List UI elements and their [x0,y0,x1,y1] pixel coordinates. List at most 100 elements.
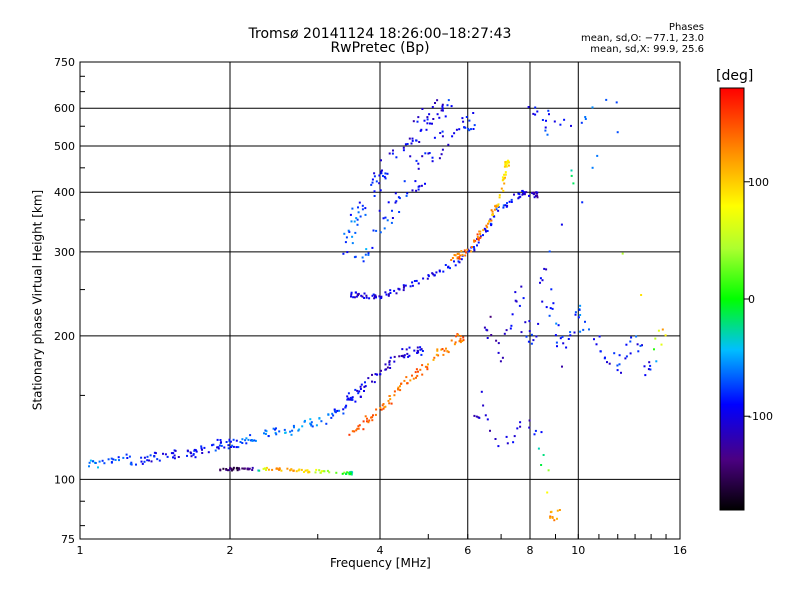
data-point [361,256,364,259]
data-point [389,289,392,292]
data-point [343,471,346,474]
data-point [461,340,464,342]
axis-ticks: 1 2 4 6 8 10 16 75 100 200 300 400 500 600 750 [54,56,687,557]
data-point [561,365,563,368]
data-point [547,469,550,472]
data-point [466,248,469,251]
data-point [503,177,506,180]
data-point [114,459,117,461]
data-point [464,126,467,129]
data-point [311,425,314,428]
data-point [431,156,434,159]
data-point [347,229,350,232]
data-point [356,389,359,392]
data-point [238,468,241,471]
data-point [301,425,304,428]
data-point [375,296,377,299]
stats-o-mode: mean, sd,O: −77.1, 23.0 [581,33,704,44]
data-point [318,469,321,472]
data-point [542,454,545,456]
data-point [350,220,353,223]
data-point [465,251,467,254]
data-point [320,470,323,473]
data-point [636,343,639,346]
data-point [454,264,457,267]
data-point [383,227,386,230]
data-point [415,368,418,371]
data-point [450,259,453,261]
data-point [539,281,541,284]
data-point [518,193,521,196]
data-point [450,105,453,108]
data-point [489,429,491,432]
data-point [521,189,524,192]
data-point [357,425,360,428]
data-point [391,217,394,219]
data-point [406,352,409,355]
data-point [220,441,222,444]
data-point [320,420,323,423]
data-point [558,509,561,511]
data-point [356,218,359,221]
data-point [379,189,382,192]
data-point [527,340,530,343]
data-point [458,128,461,131]
data-point [503,182,506,185]
data-point [446,350,449,353]
data-point [391,209,393,212]
data-point [393,289,396,292]
data-point [393,360,396,363]
data-point [411,284,414,287]
data-point [497,203,500,206]
data-point [441,348,444,350]
data-point [649,368,652,371]
data-point [235,439,238,442]
data-point [408,137,411,140]
data-point [561,335,564,338]
data-point [349,471,352,474]
data-point [382,407,385,410]
data-point [463,126,466,129]
data-point [505,160,508,163]
data-point [555,341,558,344]
data-point [402,286,405,289]
data-point [416,120,419,123]
data-point [523,193,526,196]
data-point [535,191,538,194]
data-point [508,161,510,164]
y-tick-label: 100 [54,473,75,486]
data-point [441,103,444,106]
data-point [375,229,378,232]
data-point [328,471,331,474]
data-point [412,377,415,380]
data-point [146,459,149,462]
data-point [419,368,422,371]
data-point [110,461,113,464]
data-point [336,409,339,412]
data-point [573,331,576,334]
data-point [581,201,584,204]
data-point [297,429,300,432]
data-point [530,342,533,345]
data-point [424,365,427,368]
data-point [346,395,349,398]
data-point [482,229,485,232]
data-point [411,281,414,284]
data-point [406,192,409,195]
data-point [227,447,230,450]
data-point [555,322,558,325]
data-point [533,191,536,194]
data-point [250,439,252,442]
data-point [546,133,549,136]
data-point [468,249,471,252]
data-point [237,446,240,449]
data-point [409,155,412,158]
data-point [378,174,381,177]
data-point [497,209,500,212]
data-point [450,339,453,342]
data-point [613,352,616,355]
data-point [361,208,364,211]
data-point [110,457,113,460]
data-point [103,462,106,465]
data-point [559,337,562,340]
